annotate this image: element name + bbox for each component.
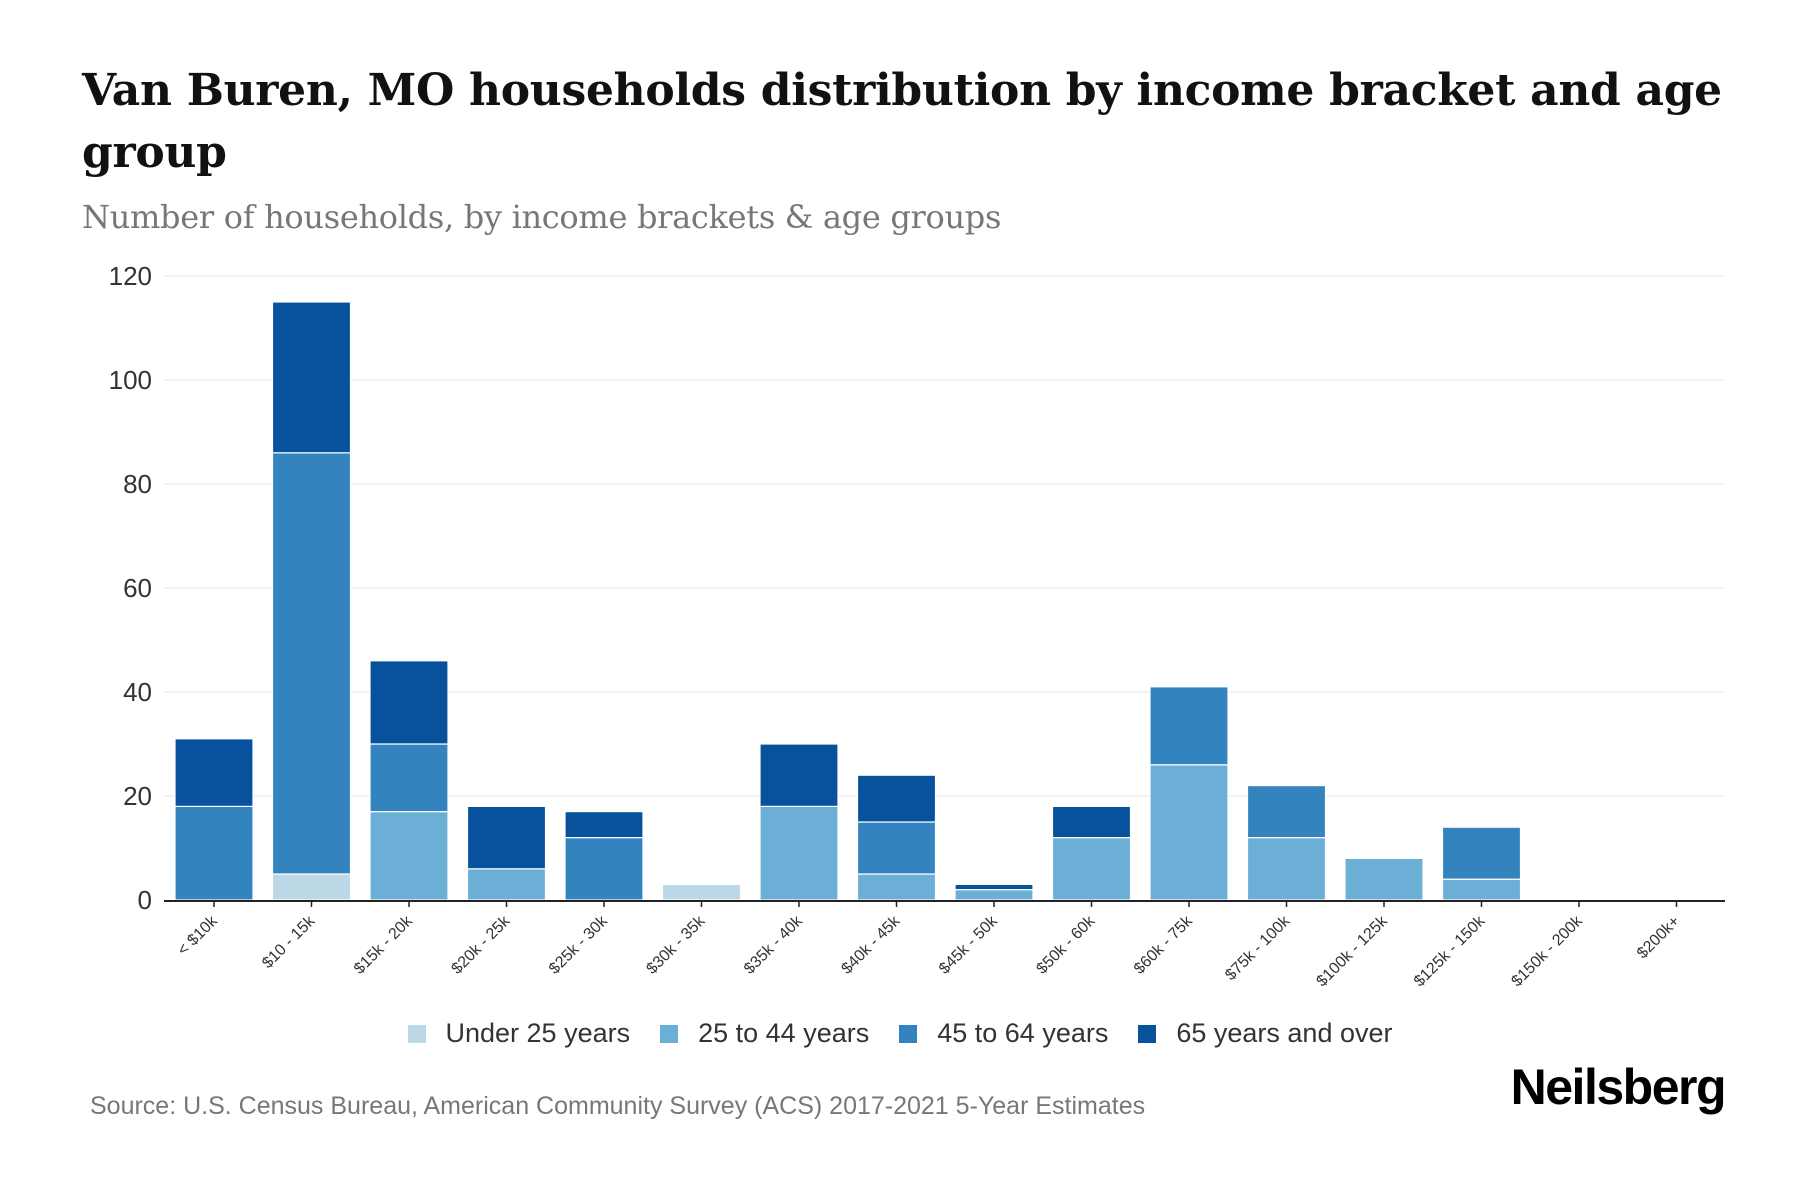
bar-segment (271, 452, 352, 875)
bar-stack (661, 883, 742, 901)
bar-segment (369, 660, 449, 745)
bar-stack (174, 738, 254, 901)
legend: Under 25 years 25 to 44 years 45 to 64 yea… (0, 1018, 1800, 1049)
bar-stack (856, 774, 937, 901)
bar-stack (466, 805, 547, 901)
chart-title: Van Buren, MO households distribution by… (82, 65, 1722, 178)
legend-label: Under 25 years (445, 1018, 631, 1048)
y-axis-ticks: 0 20 40 60 80 100 120 (109, 261, 152, 915)
bar-segment (1051, 836, 1132, 901)
y-tick-label: 60 (123, 573, 152, 603)
source-note: Source: U.S. Census Bureau, American Com… (90, 1092, 1146, 1120)
bar-segment (271, 301, 352, 454)
stacked-bar-chart: 0 20 40 60 80 100 120 < $10k $10 - 15k $15k - 20… (109, 261, 1725, 990)
bars (174, 301, 1522, 901)
bar-segment (369, 810, 449, 901)
bar-segment (466, 805, 547, 870)
bar-segment (1246, 784, 1327, 839)
bar-stack (564, 810, 644, 901)
x-tick-label: $20k - 25k (448, 912, 514, 978)
x-tick-label: $10 - 15k (259, 912, 319, 972)
bar-segment (271, 873, 352, 901)
x-tick-label: $150k - 200k (1508, 912, 1586, 990)
y-tick-label: 0 (138, 885, 152, 915)
x-tick-label: $40k - 45k (838, 912, 904, 978)
legend-label: 65 years and over (1176, 1018, 1393, 1048)
legend-item: 45 to 64 years (899, 1018, 1108, 1049)
bar-stack (1149, 686, 1229, 901)
x-tick-label: $200k+ (1634, 913, 1683, 962)
x-tick-label: $75k - 100k (1222, 912, 1294, 984)
bar-stack (1441, 826, 1522, 901)
x-tick-label: $100k - 125k (1313, 912, 1391, 990)
x-tick-label: $15k - 20k (351, 912, 417, 978)
legend-label: 25 to 44 years (698, 1018, 870, 1048)
x-tick-label: $35k - 40k (741, 912, 807, 978)
bar-segment (466, 868, 547, 901)
bar-stack (271, 301, 352, 901)
bar-segment (954, 883, 1034, 891)
legend-item: 25 to 44 years (660, 1018, 869, 1049)
legend-swatch (407, 1024, 426, 1043)
bar-stack (954, 883, 1034, 901)
bar-segment (564, 810, 644, 839)
bar-segment (1149, 764, 1229, 901)
bar-segment (1149, 686, 1229, 766)
x-tick-label: $60k - 75k (1131, 912, 1197, 978)
bar-stack (1246, 784, 1327, 901)
bar-segment (856, 821, 937, 875)
bar-segment (369, 743, 449, 813)
bar-segment (759, 805, 839, 901)
y-tick-label: 80 (123, 469, 152, 499)
legend-label: 45 to 64 years (937, 1018, 1109, 1048)
bar-segment (174, 805, 254, 901)
bar-segment (856, 774, 937, 823)
legend-item: Under 25 years (407, 1018, 631, 1049)
neilsberg-logo: Neilsberg (1510, 1059, 1727, 1115)
y-tick-label: 120 (109, 261, 152, 291)
bar-segment (1051, 805, 1132, 839)
x-axis-ticks: < $10k $10 - 15k $15k - 20k $20k - 25k $25k … (175, 901, 1683, 990)
bar-stack (1051, 805, 1132, 901)
bar-segment (954, 888, 1034, 901)
bar-stack (759, 743, 839, 901)
legend-swatch (899, 1024, 918, 1043)
bar-segment (564, 836, 644, 901)
bar-stack (369, 660, 449, 901)
y-tick-label: 40 (123, 677, 152, 707)
legend-swatch (660, 1024, 679, 1043)
x-tick-label: $125k - 150k (1411, 912, 1489, 990)
x-tick-label: $30k - 35k (643, 912, 709, 978)
bar-segment (1246, 836, 1327, 901)
x-tick-label: $25k - 30k (546, 912, 612, 978)
y-tick-label: 20 (123, 781, 152, 811)
legend-swatch (1138, 1024, 1157, 1043)
y-tick-label: 100 (109, 365, 152, 395)
bar-stack (1344, 857, 1424, 901)
bar-segment (1441, 878, 1522, 901)
bar-segment (174, 738, 254, 807)
x-tick-label: $45k - 50k (936, 912, 1002, 978)
legend-item: 65 years and over (1138, 1018, 1393, 1049)
x-tick-label: < $10k (175, 912, 222, 959)
x-tick-label: $50k - 60k (1033, 912, 1099, 978)
bar-segment (1344, 857, 1424, 901)
bar-segment (759, 743, 839, 808)
chart-subtitle: Number of households, by income brackets… (82, 198, 1002, 236)
bar-segment (1441, 826, 1522, 880)
bar-segment (856, 873, 937, 901)
bar-segment (661, 883, 742, 901)
